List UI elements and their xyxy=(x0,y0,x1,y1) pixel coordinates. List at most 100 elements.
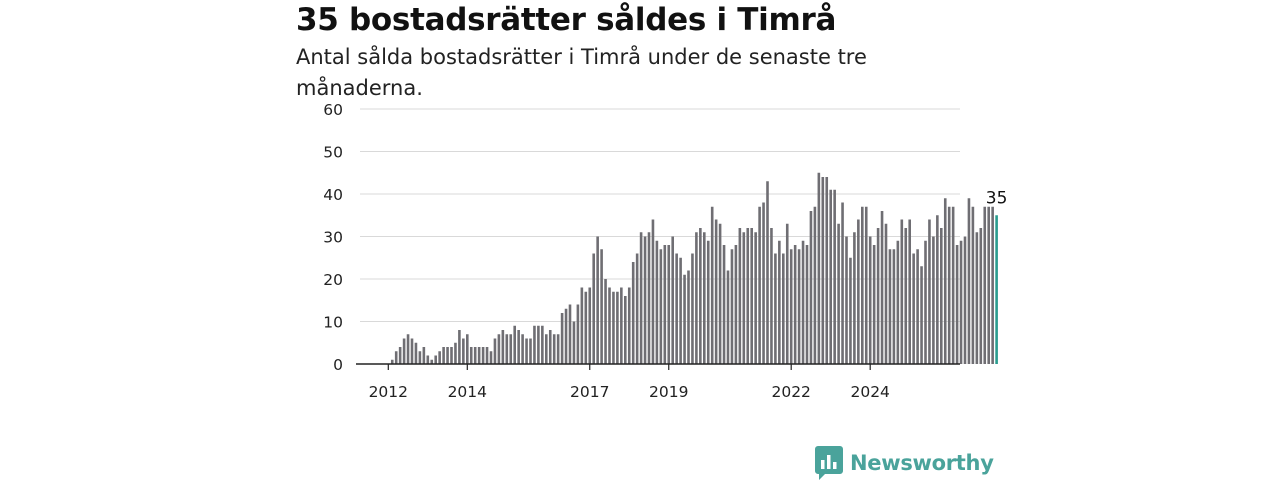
bar xyxy=(655,240,659,364)
bar xyxy=(766,181,769,364)
bar xyxy=(466,334,469,364)
y-tick-label: 60 xyxy=(323,101,343,119)
bar xyxy=(442,347,445,364)
bar xyxy=(643,236,647,364)
bar xyxy=(868,236,872,364)
bar xyxy=(967,198,971,364)
bar xyxy=(722,245,726,364)
x-axis-ticks: 2012 2014 2017 2019 2022 2024 xyxy=(369,364,890,401)
bar xyxy=(671,236,674,364)
bar xyxy=(774,253,777,364)
bar xyxy=(458,330,461,364)
bar xyxy=(785,223,789,364)
bar xyxy=(501,330,505,364)
bar xyxy=(462,338,465,364)
x-tick-label: 2014 xyxy=(448,383,487,401)
bar xyxy=(857,219,860,364)
bar xyxy=(505,334,509,364)
bar xyxy=(545,334,548,364)
bar xyxy=(485,347,489,364)
bar xyxy=(928,219,931,364)
bar xyxy=(726,270,730,364)
bar xyxy=(438,351,441,364)
bar xyxy=(454,342,457,364)
bar xyxy=(580,287,584,364)
brand-name: Newsworthy xyxy=(850,451,994,475)
y-tick-label: 0 xyxy=(333,356,343,374)
bar xyxy=(667,245,671,364)
bar xyxy=(789,249,793,364)
bar xyxy=(920,266,923,364)
bar xyxy=(533,325,536,364)
bar xyxy=(770,228,773,364)
bar xyxy=(627,287,631,364)
bar xyxy=(568,304,572,364)
bar xyxy=(422,347,426,364)
bar xyxy=(908,219,911,364)
bar xyxy=(979,228,983,364)
annotations: 35 xyxy=(986,188,1008,208)
bar xyxy=(541,325,544,364)
bar xyxy=(620,287,623,364)
y-tick-label: 20 xyxy=(323,271,343,289)
bar xyxy=(517,330,520,364)
bar xyxy=(390,359,394,364)
bar xyxy=(718,223,722,364)
bar xyxy=(710,206,714,364)
bar xyxy=(584,291,588,364)
bar xyxy=(837,223,840,364)
bar xyxy=(418,351,422,364)
bar xyxy=(434,355,437,364)
bar xyxy=(410,338,414,364)
chart-title: 35 bostadsrätter såldes i Timrå xyxy=(296,2,837,38)
bar xyxy=(754,232,757,364)
bar xyxy=(493,338,497,364)
bar xyxy=(631,262,635,364)
bar xyxy=(758,206,761,364)
bar xyxy=(608,287,611,364)
bar xyxy=(659,249,663,364)
bar xyxy=(853,232,856,364)
bar xyxy=(473,347,477,364)
bar xyxy=(604,279,607,364)
bar xyxy=(675,253,678,364)
y-tick-label: 30 xyxy=(323,229,343,247)
bar xyxy=(651,219,655,364)
bar xyxy=(845,236,848,364)
bar xyxy=(849,257,852,364)
bar xyxy=(876,228,880,364)
bar xyxy=(813,206,817,364)
bar xyxy=(588,287,592,364)
bar xyxy=(489,351,493,364)
bar xyxy=(537,325,540,364)
bar xyxy=(936,215,939,364)
bar xyxy=(469,347,473,364)
bar xyxy=(762,202,765,364)
bar xyxy=(521,334,524,364)
bar xyxy=(900,219,904,364)
bar xyxy=(951,206,955,364)
bar xyxy=(888,249,892,364)
bar xyxy=(450,347,453,364)
bar xyxy=(987,206,990,364)
bar xyxy=(497,334,501,364)
bar xyxy=(426,355,430,364)
bar xyxy=(481,347,485,364)
bar xyxy=(624,296,627,364)
bar xyxy=(509,334,513,364)
bar xyxy=(861,206,864,364)
bar xyxy=(525,338,528,364)
bar xyxy=(639,232,643,364)
bar xyxy=(963,236,967,364)
bar xyxy=(864,206,868,364)
x-tick-label: 2022 xyxy=(771,383,810,401)
bar xyxy=(841,202,844,364)
bar xyxy=(683,274,686,364)
chart-subtitle: Antal sålda bostadsrätter i Timrå under … xyxy=(296,45,867,100)
x-tick-label: 2017 xyxy=(570,383,609,401)
x-tick-label: 2012 xyxy=(369,383,408,401)
bar xyxy=(801,240,805,364)
y-axis-ticks: 0 10 20 30 40 50 60 xyxy=(323,101,343,374)
bar xyxy=(699,228,702,364)
bar xyxy=(548,330,552,364)
